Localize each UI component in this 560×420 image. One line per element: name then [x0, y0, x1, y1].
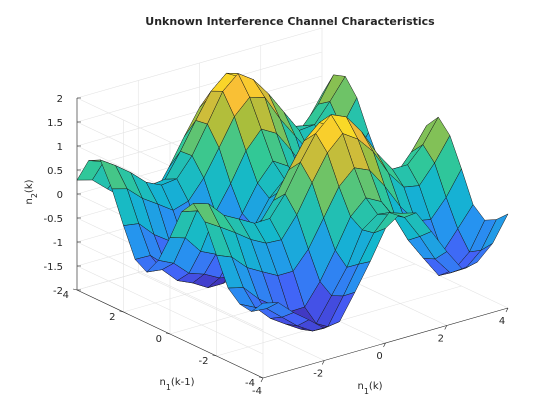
y-tick-mark [165, 332, 171, 335]
chart-title: Unknown Interference Channel Characteris… [145, 15, 435, 28]
z-tick-label: -1 [53, 238, 63, 249]
x-tick-mark [505, 307, 509, 313]
z-tick-label: -1.5 [43, 262, 63, 273]
axes-box [72, 97, 509, 383]
x-tick-label: 2 [438, 334, 444, 345]
z-axis-label: n2(k) [24, 179, 39, 204]
z-tick-label: 0 [57, 190, 63, 201]
x-tick-label: -4 [252, 386, 262, 397]
y-tick-label: -2 [199, 356, 209, 367]
z-tick-label: 1 [57, 142, 63, 153]
x-axis-label: n1(k) [357, 381, 382, 396]
z-tick-label: -0.5 [43, 214, 63, 225]
y-tick-mark [119, 310, 124, 313]
y-tick-label: 4 [63, 290, 69, 301]
x-tick-mark [321, 360, 325, 365]
surface [76, 72, 509, 332]
y-tick-label: 2 [109, 312, 115, 323]
z-tick-label: 1.5 [47, 118, 63, 129]
wall-grid-line [76, 241, 264, 331]
z-tick-label: -2 [53, 286, 63, 297]
x-tick-label: 4 [499, 316, 505, 327]
z-tick-label: 0.5 [47, 166, 63, 177]
y-tick-label: 0 [156, 334, 162, 345]
wall-grid-line [76, 265, 264, 355]
x-tick-mark [444, 325, 448, 330]
y-tick-mark [258, 376, 264, 379]
surface-facet [480, 213, 509, 251]
x-tick-label: 0 [376, 351, 382, 362]
x-tick-mark [383, 342, 386, 348]
z-tick-label: 2 [57, 94, 63, 105]
y-tick-mark [72, 288, 78, 291]
wall-grid-line [76, 51, 323, 123]
wall-grid-line [76, 27, 323, 99]
y-tick-label: -4 [245, 378, 255, 389]
y-tick-mark [212, 354, 217, 357]
x-tick-mark [260, 377, 264, 383]
x-tick-label: -2 [313, 369, 323, 380]
y-axis-label: n1(k-1) [159, 377, 194, 392]
